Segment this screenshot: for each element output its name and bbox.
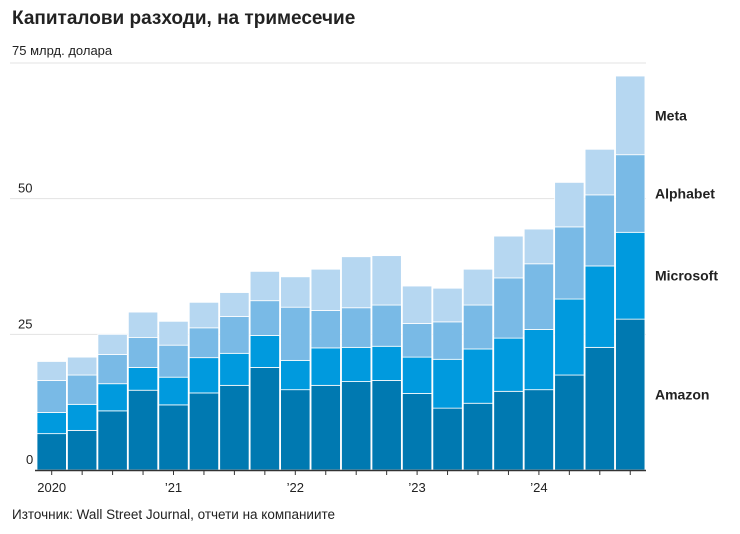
bar-alphabet xyxy=(341,307,372,348)
bar-amazon xyxy=(554,374,585,471)
x-tick-label: ’22 xyxy=(287,480,304,495)
bar-alphabet xyxy=(554,226,585,300)
bar-amazon xyxy=(188,392,220,471)
bar-alphabet xyxy=(493,277,524,339)
bar-amazon xyxy=(127,389,159,471)
bar-alphabet xyxy=(280,306,311,361)
bar-microsoft xyxy=(36,412,67,435)
x-tick-label: 2020 xyxy=(37,480,66,495)
bar-amazon xyxy=(523,389,555,471)
bar-microsoft xyxy=(554,298,585,376)
bar-alphabet xyxy=(158,344,189,378)
bar-microsoft xyxy=(219,352,250,386)
bar-amazon xyxy=(341,381,372,471)
bar-microsoft xyxy=(523,329,555,391)
bar-alphabet xyxy=(67,374,98,405)
y-tick-label: 50 xyxy=(18,181,32,196)
bar-microsoft xyxy=(158,376,189,406)
bar-microsoft xyxy=(341,346,372,382)
bar-microsoft xyxy=(584,265,615,348)
bar-amazon xyxy=(280,389,311,471)
bar-meta xyxy=(249,270,280,302)
bar-meta xyxy=(432,287,463,323)
bar-amazon xyxy=(371,380,402,471)
bar-microsoft xyxy=(432,358,463,409)
bar-amazon xyxy=(67,429,98,471)
bar-microsoft xyxy=(493,337,524,392)
bar-alphabet xyxy=(401,323,433,358)
y-axis-unit-label: 75 млрд. долара xyxy=(12,43,113,58)
bar-microsoft xyxy=(310,347,341,386)
bar-meta xyxy=(97,333,128,355)
source-note: Източник: Wall Street Journal, отчети на… xyxy=(12,507,336,522)
bar-alphabet xyxy=(127,337,159,368)
bar-alphabet xyxy=(462,304,494,350)
bar-amazon xyxy=(584,346,615,471)
bar-amazon xyxy=(158,404,189,471)
bar-microsoft xyxy=(401,356,433,394)
bar-amazon xyxy=(615,318,646,471)
legend-label-meta: Meta xyxy=(655,107,687,123)
y-tick-label: 0 xyxy=(26,452,33,467)
legend-label-amazon: Amazon xyxy=(655,387,709,403)
bar-meta xyxy=(310,268,341,311)
bar-meta xyxy=(219,292,250,317)
chart-title: Капиталови разходи, на тримесечие xyxy=(12,8,356,29)
bar-meta xyxy=(127,311,159,338)
bar-amazon xyxy=(219,384,250,471)
bar-microsoft xyxy=(188,357,220,394)
bar-microsoft xyxy=(127,367,159,391)
bar-meta xyxy=(615,75,646,156)
bar-meta xyxy=(188,301,220,329)
bar-alphabet xyxy=(219,316,250,354)
bar-alphabet xyxy=(188,327,220,359)
legend-label-microsoft: Microsoft xyxy=(655,268,718,284)
y-tick-label: 25 xyxy=(18,316,32,331)
bar-amazon xyxy=(462,402,494,471)
bar-alphabet xyxy=(371,304,402,347)
bar-microsoft xyxy=(462,348,494,404)
bar-meta xyxy=(462,268,494,306)
x-tick-label: ’23 xyxy=(408,480,425,495)
bar-amazon xyxy=(493,390,524,471)
bar-microsoft xyxy=(97,383,128,412)
bar-meta xyxy=(401,285,433,324)
x-tick-label: ’24 xyxy=(530,480,547,495)
bar-microsoft xyxy=(615,231,646,320)
bar-amazon xyxy=(36,433,67,471)
bar-amazon xyxy=(432,407,463,471)
bar-amazon xyxy=(310,384,341,471)
bar-microsoft xyxy=(249,335,280,368)
bar-alphabet xyxy=(36,380,67,413)
bar-amazon xyxy=(249,367,280,471)
bar-meta xyxy=(493,235,524,279)
bar-meta xyxy=(341,256,372,309)
bar-amazon xyxy=(97,410,128,471)
legend-label-alphabet: Alphabet xyxy=(655,186,715,202)
bar-meta xyxy=(584,148,615,196)
bar-amazon xyxy=(401,393,433,471)
bar-meta xyxy=(36,361,67,381)
bar-alphabet xyxy=(584,194,615,267)
bar-alphabet xyxy=(523,263,555,330)
bar-alphabet xyxy=(310,310,341,349)
bar-meta xyxy=(371,255,402,306)
bar-alphabet xyxy=(249,300,280,336)
bar-meta xyxy=(280,276,311,308)
bar-alphabet xyxy=(97,354,128,385)
bar-alphabet xyxy=(615,154,646,233)
bar-meta xyxy=(67,356,98,376)
bar-alphabet xyxy=(432,321,463,360)
bar-microsoft xyxy=(371,345,402,381)
bar-microsoft xyxy=(67,403,98,431)
bar-meta xyxy=(523,228,555,265)
x-tick-label: ’21 xyxy=(165,480,182,495)
bar-microsoft xyxy=(280,359,311,391)
bar-meta xyxy=(554,181,585,228)
bar-meta xyxy=(158,320,189,346)
